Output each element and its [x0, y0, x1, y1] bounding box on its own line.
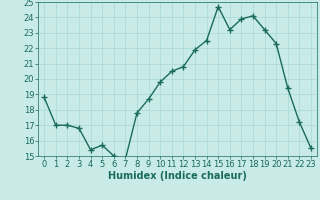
- X-axis label: Humidex (Indice chaleur): Humidex (Indice chaleur): [108, 171, 247, 181]
